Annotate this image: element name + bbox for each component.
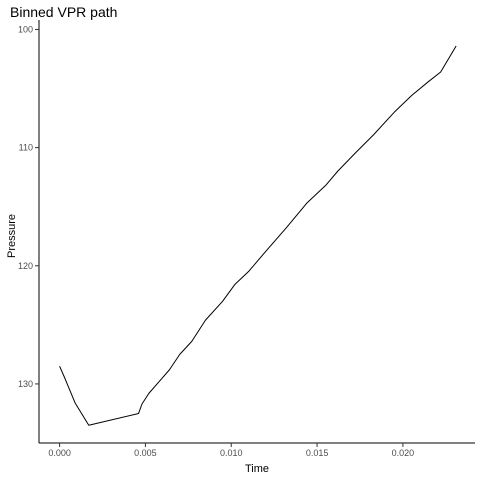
y-axis-label: Pressure xyxy=(6,214,18,258)
x-tick-label: 0.015 xyxy=(306,448,329,458)
chart-title: Binned VPR path xyxy=(10,4,117,20)
x-tick-label: 0.005 xyxy=(134,448,157,458)
y-tick-label: 100 xyxy=(18,24,33,34)
y-tick-label: 130 xyxy=(18,379,33,389)
x-axis: 0.000 0.005 0.010 0.015 0.020 xyxy=(39,442,475,458)
x-ticks: 0.000 0.005 0.010 0.015 0.020 xyxy=(48,443,414,458)
series-line xyxy=(59,45,457,426)
y-axis: 100 110 120 130 xyxy=(18,20,40,443)
x-tick-label: 0.010 xyxy=(220,448,243,458)
y-tick-label: 110 xyxy=(19,143,33,153)
y-tick-label: 120 xyxy=(18,261,33,271)
x-tick-label: 0.020 xyxy=(392,448,415,458)
y-ticks: 100 110 120 130 xyxy=(18,24,39,389)
x-tick-label: 0.000 xyxy=(48,448,71,458)
plot-area xyxy=(59,45,457,426)
x-axis-label: Time xyxy=(245,463,269,475)
